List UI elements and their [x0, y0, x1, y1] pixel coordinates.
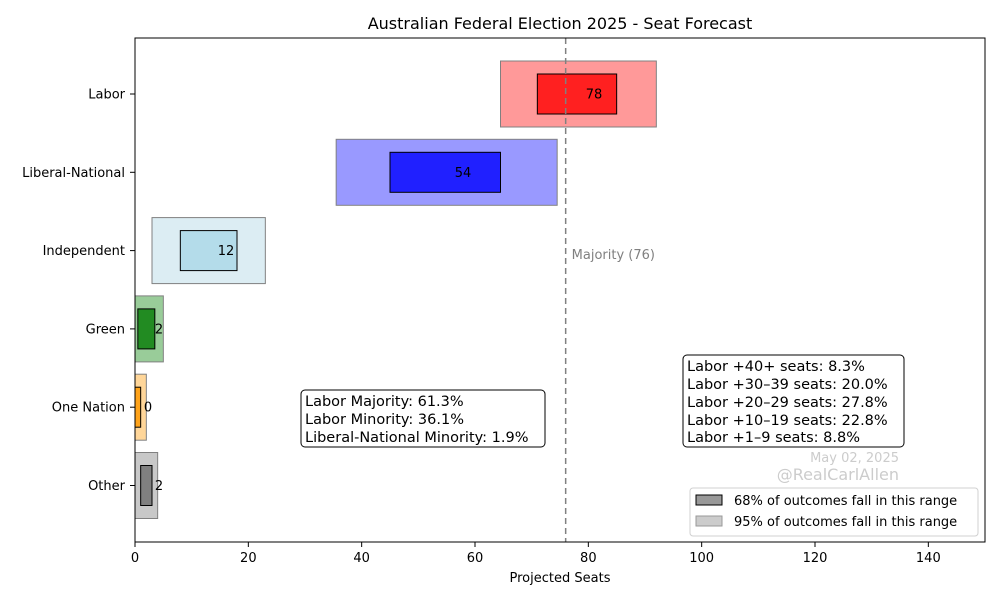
majority-line-label: Majority (76): [572, 248, 655, 263]
legend: [689, 487, 979, 537]
margins-annotation-box: [682, 354, 905, 448]
margin-10-19: Labor +10–19 seats: 22.8%: [687, 413, 888, 429]
median-label-other: 2: [155, 479, 163, 494]
y-tick-label-other: Other: [88, 479, 126, 494]
range-68-bar-liberal-national: [389, 151, 501, 193]
x-tick-label-40: 40: [353, 551, 370, 566]
x-tick-label-80: 80: [580, 551, 597, 566]
range-68-bar-green: [137, 308, 156, 350]
median-label-independent: 12: [218, 244, 235, 259]
legend-label-68: 68% of outcomes fall in this range: [734, 494, 957, 509]
range-68-bar-other: [140, 465, 153, 506]
median-label-labor: 78: [586, 88, 603, 103]
x-tick-label-140: 140: [916, 551, 941, 566]
y-tick-label-liberal-national: Liberal-National: [22, 166, 125, 181]
legend-swatch-68: [695, 494, 723, 506]
legend-label-95: 95% of outcomes fall in this range: [734, 515, 957, 530]
plot-frame: [134, 37, 986, 543]
outcome-labor-minority: Labor Minority: 36.1%: [305, 412, 464, 428]
range-68-bar-one-nation: [134, 386, 142, 428]
margin-1-9: Labor +1–9 seats: 8.8%: [687, 430, 860, 446]
range-68-bar-labor: [536, 73, 618, 115]
median-label-liberal-national: 54: [455, 166, 472, 181]
median-label-green: 2: [155, 322, 163, 337]
chart-title: Australian Federal Election 2025 - Seat …: [368, 14, 753, 33]
bar-marks: Majority (76) 78 54 12 2 0 2: [134, 38, 657, 542]
margin-20-29: Labor +20–29 seats: 27.8%: [687, 395, 888, 411]
margin-40-plus: Labor +40+ seats: 8.3%: [687, 359, 865, 375]
x-tick-label-120: 120: [803, 551, 828, 566]
axes: 0 20 40 60 80 100 120 140LaborLiberal-NationalI…: [22, 37, 986, 566]
outcomes-annotation-box: [300, 389, 546, 448]
y-tick-label-green: Green: [86, 322, 125, 337]
x-tick-label-20: 20: [240, 551, 257, 566]
x-axis-label: Projected Seats: [510, 571, 611, 586]
legend-swatch-95: [695, 515, 723, 527]
margin-30-39: Labor +30–39 seats: 20.0%: [687, 377, 888, 393]
median-label-one-nation: 0: [144, 401, 152, 416]
outcome-labor-majority: Labor Majority: 61.3%: [305, 394, 464, 410]
y-tick-label-labor: Labor: [88, 88, 125, 103]
y-tick-label-independent: Independent: [43, 244, 125, 259]
credit-watermark: @RealCarlAllen: [777, 465, 899, 484]
x-tick-label-100: 100: [689, 551, 714, 566]
x-tick-label-0: 0: [131, 551, 139, 566]
outcome-coalition-minority: Liberal-National Minority: 1.9%: [305, 430, 529, 446]
y-tick-label-one-nation: One Nation: [52, 401, 125, 416]
range-68-bar-independent: [179, 230, 238, 272]
date-watermark: May 02, 2025: [810, 451, 899, 466]
x-tick-label-60: 60: [467, 551, 484, 566]
